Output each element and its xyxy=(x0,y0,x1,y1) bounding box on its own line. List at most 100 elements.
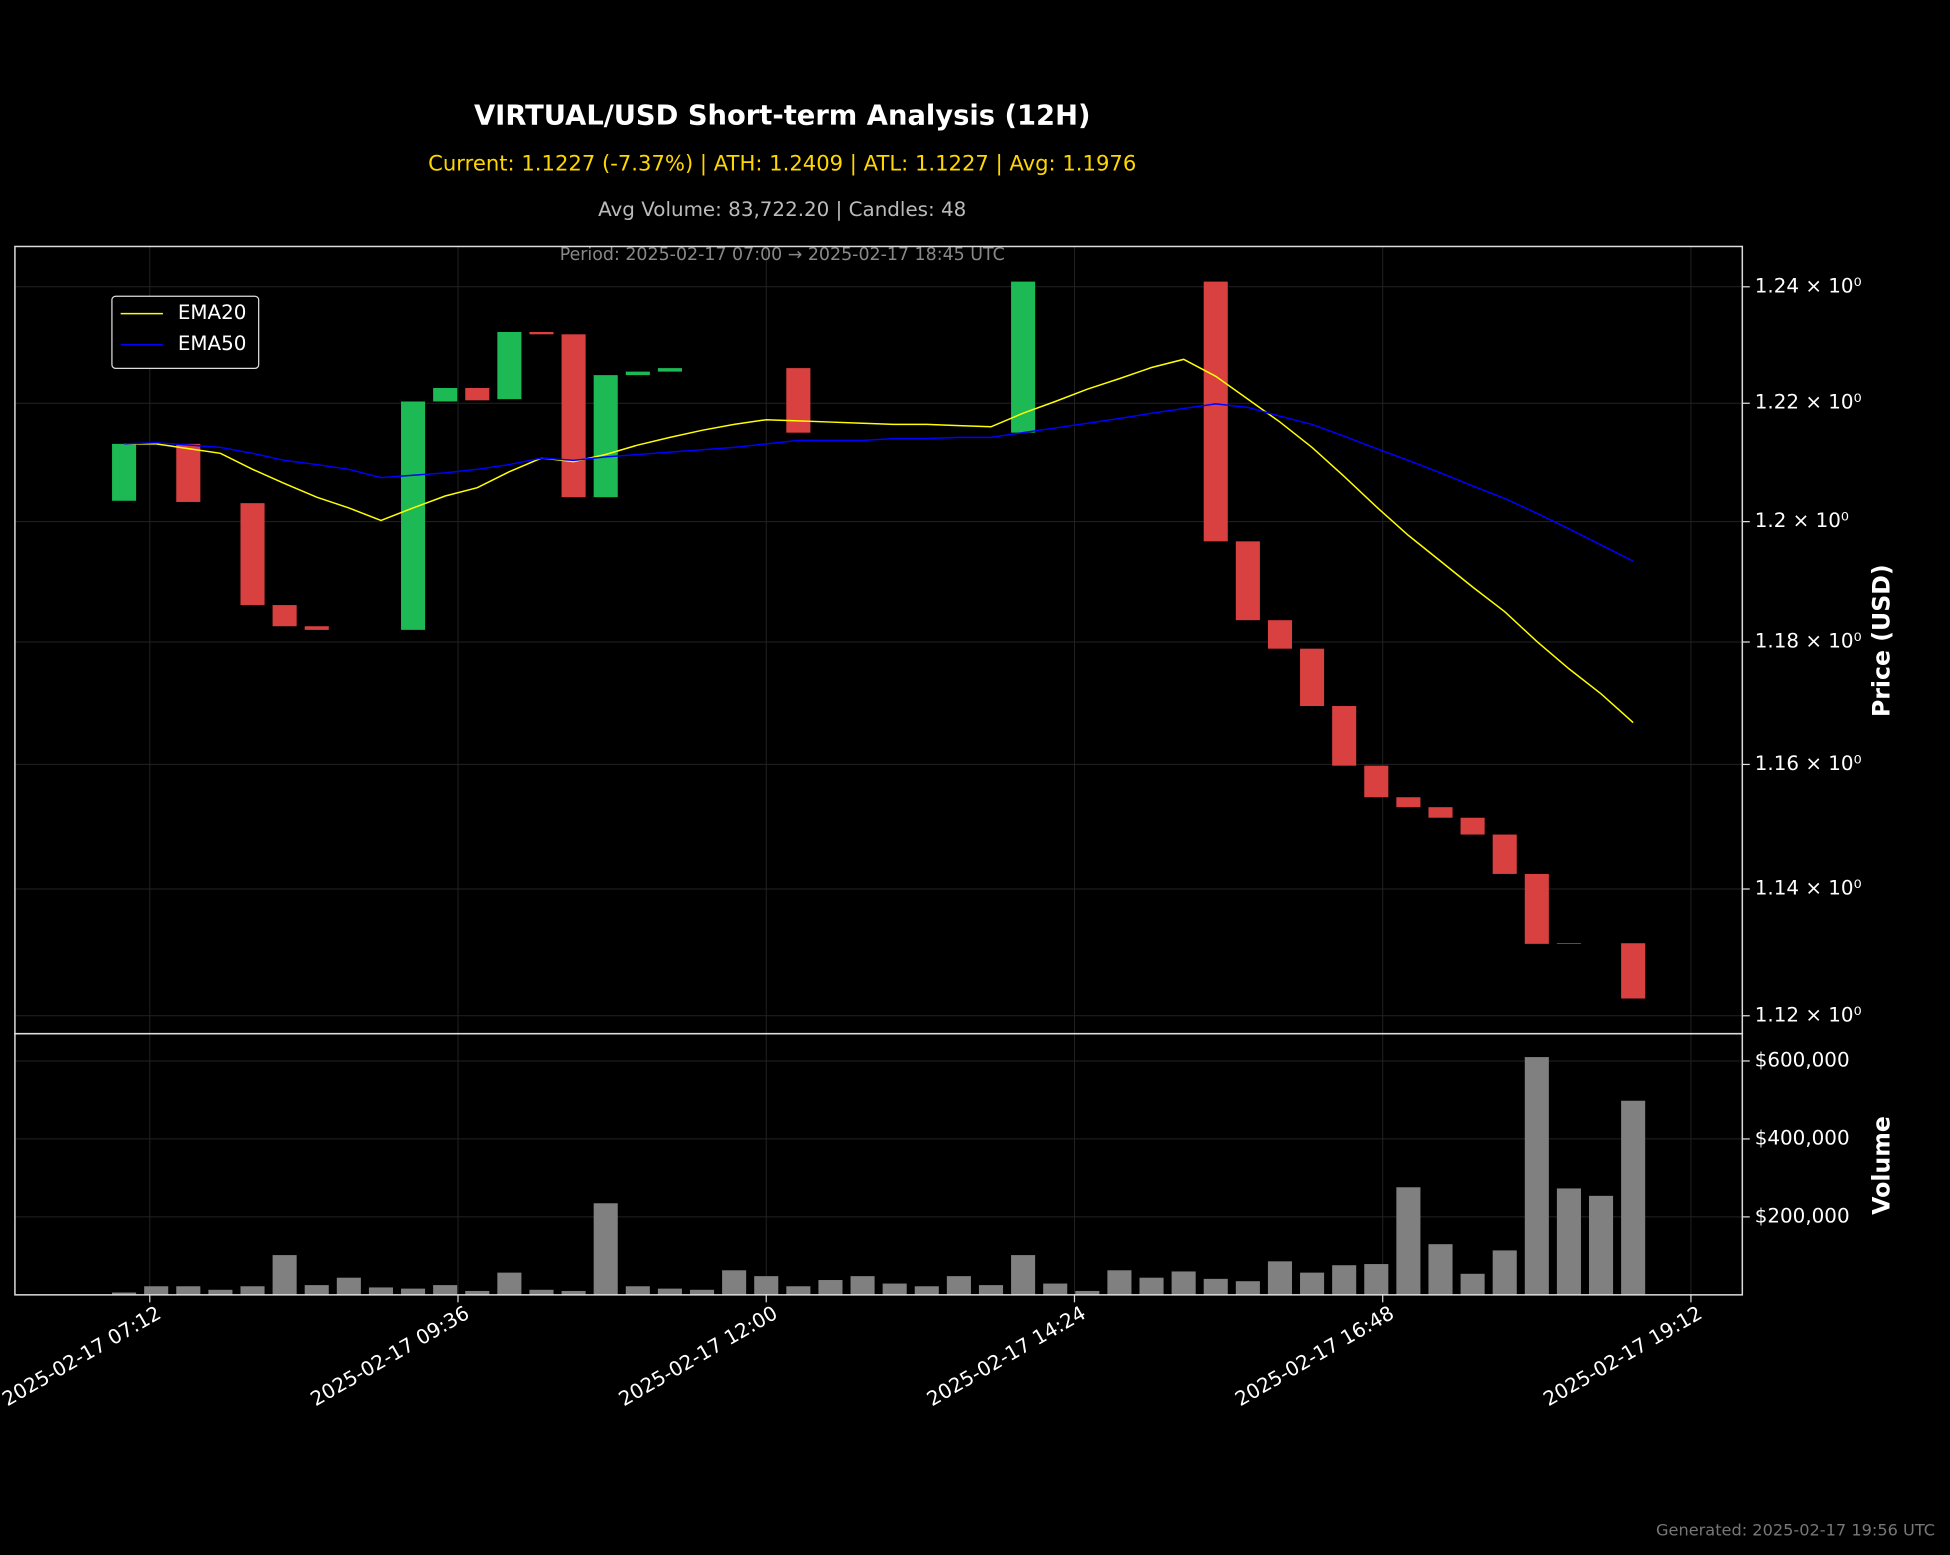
volume-bar xyxy=(208,1289,233,1295)
volume-bar xyxy=(240,1286,265,1295)
volume-bar xyxy=(1396,1187,1421,1295)
volume-bar xyxy=(1139,1277,1164,1295)
volume-bar xyxy=(1460,1273,1485,1295)
volume-bar xyxy=(144,1286,169,1295)
volume-bar xyxy=(1492,1250,1517,1295)
volume-bar xyxy=(1043,1283,1068,1295)
volume-bar xyxy=(1621,1100,1646,1295)
candle-body xyxy=(272,605,297,627)
volume-bar xyxy=(1011,1255,1036,1295)
volume-bar xyxy=(722,1270,747,1295)
volume-tick-label: $400,000 xyxy=(1755,1126,1850,1149)
volume-bar xyxy=(1300,1272,1325,1295)
volume-bar xyxy=(401,1288,426,1295)
volume-bar xyxy=(754,1276,779,1295)
period: Period: 2025-02-17 07:00 → 2025-02-17 18… xyxy=(560,245,1005,265)
volume-bar xyxy=(1364,1264,1389,1295)
volume-bar xyxy=(689,1289,715,1295)
footer: Generated: 2025-02-17 19:56 UTC xyxy=(1656,1521,1935,1540)
volume-bar xyxy=(529,1289,554,1295)
chart-subtitle: Current: 1.1227 (-7.37%) | ATH: 1.2409 |… xyxy=(428,150,1136,176)
candle-body xyxy=(1203,281,1228,542)
volume-bar xyxy=(1203,1278,1228,1295)
candle-body xyxy=(433,388,458,402)
candle-body xyxy=(561,334,586,498)
volume-bar xyxy=(1556,1188,1581,1295)
volume-bar xyxy=(368,1287,393,1295)
volume-bar xyxy=(657,1288,682,1295)
candle-body xyxy=(1235,541,1260,621)
volume-bar xyxy=(786,1286,811,1295)
candle-body xyxy=(1396,797,1421,808)
y-tick-label: 1.24 × 10⁰ xyxy=(1755,274,1862,297)
ema-line xyxy=(124,403,1634,562)
volume-bar xyxy=(1171,1271,1196,1295)
candle-body xyxy=(176,443,201,502)
candle-body xyxy=(625,371,650,376)
volume-bar xyxy=(561,1290,586,1295)
volume-bar xyxy=(1524,1057,1549,1295)
volume-bar xyxy=(1332,1265,1357,1295)
candle-body xyxy=(1011,281,1036,433)
candle-body xyxy=(1300,648,1325,707)
candle-body xyxy=(593,375,618,498)
volume-tick-label: $600,000 xyxy=(1755,1048,1850,1071)
y-tick-label: 1.12 × 10⁰ xyxy=(1755,1003,1862,1026)
candle-body xyxy=(529,331,554,335)
volume-bar xyxy=(1107,1270,1132,1295)
candle-body xyxy=(1492,834,1517,874)
candle-body xyxy=(1460,817,1485,835)
ema-line xyxy=(124,358,1634,724)
candle-body xyxy=(497,331,522,400)
candle-body xyxy=(786,368,811,433)
candle-body xyxy=(240,503,265,606)
volume-bar xyxy=(336,1277,361,1295)
volume-bar xyxy=(176,1286,201,1295)
y-axis-label: Price (USD) xyxy=(1867,564,1895,717)
volume-bar xyxy=(978,1285,1004,1295)
volume-panel-frame xyxy=(14,1032,1744,1296)
volume-bar xyxy=(1589,1195,1614,1295)
candle-body xyxy=(1428,807,1453,818)
candle-body xyxy=(465,388,490,401)
y-tick-label: 1.22 × 10⁰ xyxy=(1755,391,1862,414)
volume-bar xyxy=(1235,1281,1260,1295)
y-tick-label: 1.18 × 10⁰ xyxy=(1755,630,1862,653)
candle-body xyxy=(1332,706,1357,766)
volume-bar xyxy=(1428,1244,1453,1295)
volume-bar xyxy=(112,1292,137,1295)
candle-body xyxy=(1267,620,1293,649)
y-tick-label: 1.14 × 10⁰ xyxy=(1755,876,1862,899)
volume-bar xyxy=(433,1285,458,1295)
volume-bar xyxy=(304,1285,329,1295)
candle-body xyxy=(112,443,137,501)
candle-body xyxy=(401,401,426,630)
legend-label: EMA50 xyxy=(178,332,247,355)
volume-bar xyxy=(497,1272,522,1295)
candle-body xyxy=(1524,873,1549,944)
volume-bar xyxy=(1075,1290,1100,1295)
volume-bar xyxy=(625,1286,650,1295)
volume-bar xyxy=(593,1203,618,1295)
volume-bar xyxy=(946,1276,971,1295)
volume-bar xyxy=(818,1280,843,1295)
volume-bar xyxy=(850,1276,875,1295)
candle-body xyxy=(1556,943,1581,944)
volume-axis-label: Volume xyxy=(1867,1116,1895,1215)
y-tick-label: 1.16 × 10⁰ xyxy=(1755,752,1862,775)
candle-body xyxy=(1364,765,1389,798)
chart-info: Avg Volume: 83,722.20 | Candles: 48 xyxy=(598,198,966,221)
volume-bar xyxy=(1267,1261,1293,1295)
y-tick-label: 1.2 × 10⁰ xyxy=(1755,509,1849,532)
volume-bar xyxy=(914,1286,939,1295)
legend-label: EMA20 xyxy=(178,301,247,324)
volume-tick-label: $200,000 xyxy=(1755,1204,1850,1227)
volume-bar xyxy=(882,1283,907,1295)
chart-title: VIRTUAL/USD Short-term Analysis (12H) xyxy=(474,101,1090,132)
candle-body xyxy=(1621,943,1646,999)
volume-bar xyxy=(465,1290,490,1295)
candle-body xyxy=(657,368,682,372)
